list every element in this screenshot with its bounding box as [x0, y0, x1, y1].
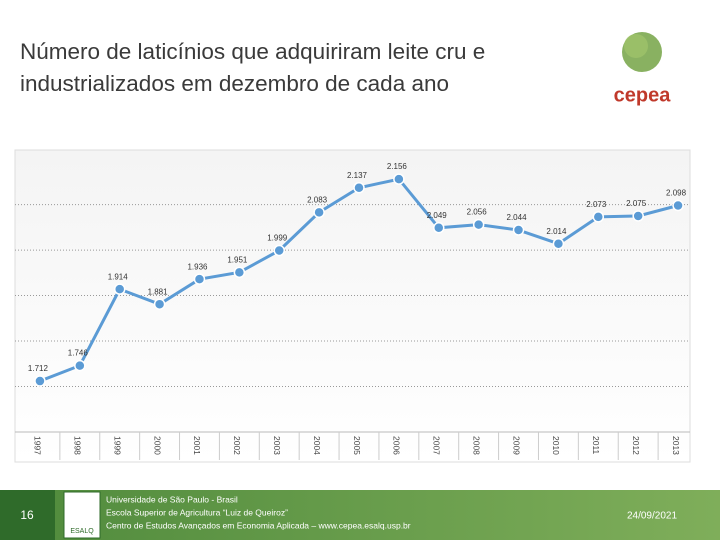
data-label: 2.156	[387, 162, 408, 171]
x-tick-label: 2007	[432, 436, 442, 455]
x-tick-label: 2009	[511, 436, 521, 455]
data-label: 2.056	[467, 208, 488, 217]
data-label: 2.083	[307, 195, 328, 204]
plot-area	[14, 149, 691, 463]
data-point	[393, 173, 405, 185]
data-point	[472, 218, 485, 231]
x-tick-label: 1997	[33, 436, 43, 455]
x-tick-label: 2013	[671, 436, 681, 455]
data-point	[273, 244, 285, 257]
footer-line: Universidade de São Paulo - Brasil	[106, 494, 238, 504]
footer-line: Centro de Estudos Avançados em Economia …	[106, 520, 411, 530]
x-tick-label: 2002	[232, 436, 242, 455]
data-point	[592, 211, 605, 223]
esalq-logo	[63, 491, 101, 539]
data-point	[512, 224, 525, 236]
x-tick-label: 2003	[272, 436, 282, 455]
x-tick-label: 2000	[152, 436, 162, 455]
data-label: 2.075	[626, 199, 647, 208]
data-point	[632, 210, 644, 222]
data-label: 1.999	[267, 234, 288, 243]
data-point	[74, 359, 86, 372]
data-label: 1.712	[28, 364, 49, 373]
x-tick-label: 2005	[352, 436, 362, 455]
x-tick-label: 2006	[392, 436, 402, 455]
slide-title: Número de laticínios que adquiriram leit…	[20, 39, 486, 96]
data-label: 1.914	[108, 272, 129, 281]
data-label: 2.014	[546, 227, 567, 236]
data-point	[113, 283, 126, 295]
data-point	[153, 298, 166, 310]
x-tick-label: 2001	[192, 436, 202, 455]
data-point	[313, 206, 325, 219]
data-label: 1.881	[148, 287, 169, 296]
x-tick-label: 1999	[112, 436, 122, 455]
x-tick-label: 2012	[631, 436, 641, 455]
data-label: 2.073	[586, 200, 607, 209]
data-label: 1.951	[227, 255, 248, 264]
x-tick-label: 2010	[551, 436, 561, 455]
data-point	[233, 266, 246, 279]
logo-text: cepea	[614, 84, 672, 106]
x-tick-label: 1998	[73, 436, 83, 455]
data-label: 2.049	[427, 211, 448, 220]
data-point	[353, 182, 365, 194]
data-label: 1.746	[68, 349, 89, 358]
data-point	[34, 375, 46, 387]
data-label: 2.098	[666, 189, 687, 198]
data-point	[433, 222, 445, 234]
page-box	[0, 490, 55, 540]
data-label: 2.044	[507, 213, 528, 222]
data-point	[552, 237, 565, 250]
x-tick-label: 2011	[591, 436, 601, 455]
data-label: 2.137	[347, 171, 368, 180]
esalq-text: ESALQ	[70, 528, 94, 535]
x-tick-label: 2004	[312, 436, 322, 455]
footer-line: Escola Superior de Agricultura “Luiz de …	[106, 507, 288, 517]
footer-band	[0, 490, 720, 540]
data-label: 1.936	[187, 262, 208, 271]
page-number: 16	[20, 508, 34, 522]
data-point	[672, 199, 684, 212]
x-tick-label: 2008	[471, 436, 481, 455]
cepea-logo: cepea	[614, 32, 672, 106]
footer-date: 24/09/2021	[627, 511, 677, 522]
data-point	[193, 273, 206, 285]
